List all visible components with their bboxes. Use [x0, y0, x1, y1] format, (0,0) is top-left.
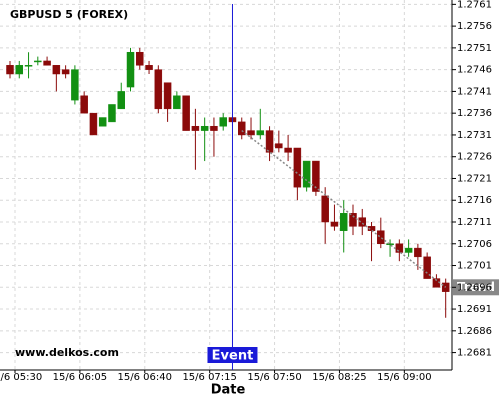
y-tick-label: 1.2721	[457, 173, 492, 184]
y-tick-label: 1.2681	[457, 348, 492, 359]
candle-body	[15, 65, 24, 75]
candle-body	[200, 125, 209, 131]
candle-body	[247, 130, 255, 136]
candle-body	[52, 65, 61, 75]
y-tick-label: 1.2686	[457, 326, 492, 337]
y-tick-label: 1.2736	[457, 108, 492, 119]
candle-body	[108, 104, 116, 123]
event-label: Event	[212, 349, 254, 364]
candle-body	[61, 69, 70, 75]
grid	[0, 0, 452, 370]
x-tick-label: 15/6 08:25	[312, 372, 366, 383]
x-tick-label: 15/6 07:15	[182, 372, 236, 383]
x-axis-title: Date	[211, 383, 246, 398]
watermark: www.delkos.com	[15, 346, 119, 359]
candle-body	[423, 256, 431, 279]
x-tick-label: 15/6 06:40	[118, 372, 172, 383]
candle-body	[302, 160, 311, 188]
event-label-box	[207, 347, 258, 363]
candle-body	[256, 130, 265, 136]
trend-line	[241, 129, 447, 288]
candle-body	[163, 82, 172, 110]
candle-body	[284, 147, 292, 153]
x-tick-label: 15/6 09:00	[377, 372, 431, 383]
y-tick-label: 1.2761	[457, 0, 492, 10]
candle-body	[24, 65, 33, 67]
y-tick-label: 1.2711	[457, 217, 492, 228]
candle-body	[145, 65, 153, 70]
y-tick-label: 1.2691	[457, 304, 492, 315]
candle-body	[154, 69, 163, 110]
y-tick-label: 1.2741	[457, 86, 492, 97]
candle-body	[293, 147, 302, 188]
candle-body	[117, 91, 125, 110]
candle-body	[275, 143, 283, 149]
y-tick-label: 1.2746	[457, 65, 492, 76]
y-tick-label: 1.2751	[457, 43, 492, 54]
overlay: Trend Event	[207, 4, 499, 370]
y-tick-label: 1.2716	[457, 195, 492, 206]
candle-body	[182, 95, 190, 131]
candle-body	[265, 130, 274, 153]
candle-body	[173, 95, 181, 110]
candle-body	[6, 65, 14, 75]
candle-body	[386, 243, 394, 246]
candle-body	[210, 125, 218, 131]
candle-body	[80, 95, 88, 114]
candle-body	[414, 247, 422, 258]
candle-body	[238, 121, 246, 136]
candle-body	[358, 217, 367, 227]
candle-body	[367, 226, 376, 231]
candle-body	[321, 195, 329, 223]
candle-body	[219, 117, 227, 127]
x-tick-label: 15/6 06:05	[53, 372, 107, 383]
candle-body	[377, 230, 385, 245]
x-tick-label: 15/6 05:30	[0, 372, 42, 383]
trend-label: Trend	[457, 280, 495, 294]
candle-body	[43, 60, 51, 66]
chart-title: GBPUSD 5 (FOREX)	[10, 8, 128, 21]
candle-body	[330, 221, 339, 227]
x-tick-label: 15/6 07:50	[247, 372, 301, 383]
trend-label-box	[453, 279, 499, 296]
candle-body	[89, 112, 98, 136]
y-tick-label: 1.2726	[457, 152, 492, 163]
candle-body	[191, 125, 200, 131]
candle-body	[126, 51, 135, 88]
marks	[6, 47, 450, 318]
y-tick-label: 1.2696	[457, 282, 492, 293]
candle-body	[395, 243, 404, 253]
candle-body	[312, 160, 320, 192]
candle-body	[349, 213, 357, 227]
y-tick-label: 1.2706	[457, 239, 492, 250]
candle-body	[34, 60, 42, 63]
y-tick-label: 1.2731	[457, 130, 492, 141]
y-tick-label: 1.2701	[457, 261, 492, 272]
candle-body	[404, 247, 413, 253]
y-tick-label: 1.2756	[457, 21, 492, 32]
candle-body	[136, 51, 144, 66]
candle-body	[71, 69, 79, 101]
candle-body	[339, 213, 348, 231]
candle-body	[98, 117, 107, 127]
